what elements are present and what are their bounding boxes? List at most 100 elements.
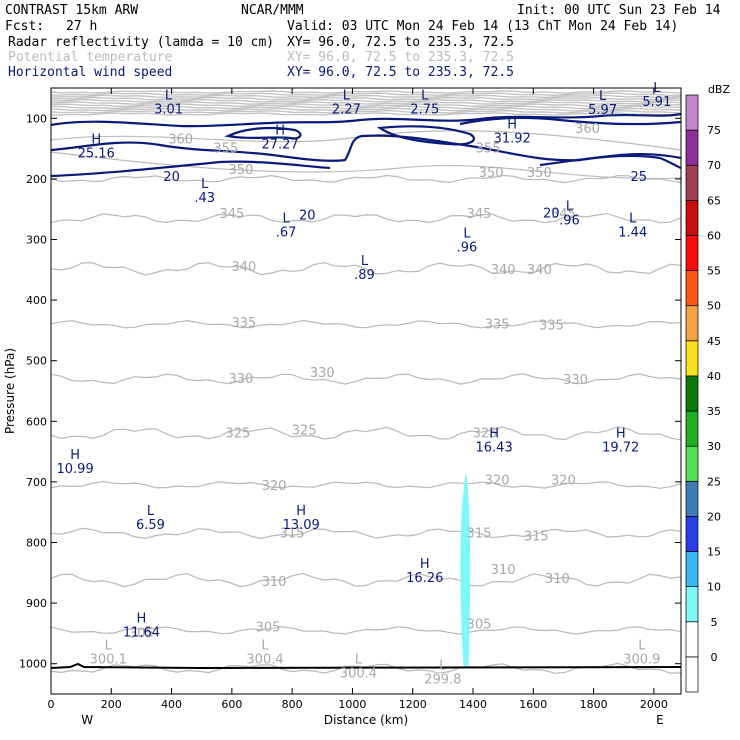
center-kind: H xyxy=(137,611,147,626)
center-kind: H xyxy=(91,133,101,148)
x-tick-label: 0 xyxy=(48,698,55,711)
colorbar-label: 75 xyxy=(707,124,721,137)
theta-band-line xyxy=(50,112,682,116)
colorbar-label: 10 xyxy=(707,581,721,594)
theta-label: 335 xyxy=(232,316,257,331)
y-tick-label: 700 xyxy=(26,476,47,489)
center-value: .43 xyxy=(194,191,215,206)
x-tick-label: 1000 xyxy=(338,698,366,711)
center-value: 10.99 xyxy=(57,462,94,477)
colorbar-box xyxy=(685,129,699,166)
echo-core xyxy=(460,473,471,669)
center-kind: L xyxy=(361,254,369,269)
theta-line xyxy=(50,373,682,385)
wind-speed-line xyxy=(376,125,476,146)
theta-label: 325 xyxy=(292,423,317,438)
center-value: 5.91 xyxy=(642,95,671,110)
contour-labels: 360 360 355 355 350 350 350 345 345 345 340 340 340 3… xyxy=(129,122,647,641)
theta-line xyxy=(50,319,682,329)
wind-speed-line xyxy=(459,116,682,126)
colorbar-label: 5 xyxy=(711,616,718,629)
center-kind: L xyxy=(638,639,646,654)
colorbar-box xyxy=(685,445,699,482)
wind-speed-line xyxy=(50,134,682,162)
center-value: 19.72 xyxy=(602,441,639,456)
wind-label: 20 xyxy=(299,208,316,223)
center-kind: H xyxy=(275,124,285,139)
center-kind: H xyxy=(507,117,517,132)
colorbar-label: 70 xyxy=(707,159,721,172)
x-tick-label: 200 xyxy=(101,698,122,711)
center-value: 300.4 xyxy=(340,667,377,682)
center-value: 5.97 xyxy=(588,103,617,118)
colorbar-label: 50 xyxy=(707,300,721,313)
center-kind: H xyxy=(296,504,306,519)
x-axis-label: Distance (km) xyxy=(324,713,408,727)
theta-band-line xyxy=(50,94,682,99)
upper-theta-band xyxy=(50,90,682,180)
theta-band-line xyxy=(50,92,682,97)
theta-label: 360 xyxy=(575,122,600,137)
wind-speed-line xyxy=(224,126,302,140)
valid-time: Valid: 03 UTC Mon 24 Feb 14 (13 ChT Mon … xyxy=(287,19,678,34)
hl-centers: L3.01H25.16H27.27L2.27L2.75H31.92L5.97L5… xyxy=(57,81,672,688)
colorbar-label: 30 xyxy=(707,440,721,453)
y-tick-label: 400 xyxy=(26,294,47,307)
center-kind: H xyxy=(489,427,499,442)
y-tick-label: 200 xyxy=(26,173,47,186)
center-value: 2.75 xyxy=(410,102,439,117)
theta-label: 335 xyxy=(485,317,510,332)
theta-line xyxy=(50,213,682,224)
colorbar-box xyxy=(685,656,699,693)
theta-label: 335 xyxy=(539,319,564,334)
center-kind: H xyxy=(616,427,626,442)
theta-line xyxy=(50,572,682,588)
colorbar-label: 15 xyxy=(707,546,721,559)
theta-line xyxy=(50,626,682,635)
colorbar-box xyxy=(685,375,699,412)
theta-label: 315 xyxy=(467,526,492,541)
theta-label: 305 xyxy=(129,626,154,641)
wind-contours xyxy=(50,112,682,178)
colorbar-label: 0 xyxy=(711,651,718,664)
colorbar-label: 25 xyxy=(707,475,721,488)
center-kind: L xyxy=(105,639,113,654)
terrain-surface xyxy=(50,662,682,670)
theta-label: 325 xyxy=(225,426,250,441)
theta-label: 345 xyxy=(219,207,244,222)
colorbar-label: 40 xyxy=(707,370,721,383)
theta-label: 350 xyxy=(527,166,552,181)
colorbar-box xyxy=(685,480,699,517)
east-label: E xyxy=(656,713,664,727)
theta-label: 310 xyxy=(491,563,516,578)
y-axis-label: Pressure (hPa) xyxy=(3,348,17,434)
center-kind: L xyxy=(653,81,661,96)
field-xy: XY= 96.0, 72.5 to 235.3, 72.5 xyxy=(287,65,514,80)
theta-line xyxy=(50,174,682,184)
colorbar-box xyxy=(685,235,699,271)
wind-label: 25 xyxy=(631,170,648,185)
theta-line xyxy=(50,426,682,441)
theta-band-line xyxy=(51,105,682,110)
colorbar-label: 55 xyxy=(707,265,721,278)
theta-band-line xyxy=(50,107,682,112)
theta-label: 310 xyxy=(262,575,287,590)
center-value: 31.92 xyxy=(494,131,531,146)
colorbar-box xyxy=(685,270,699,307)
center-value: 6.59 xyxy=(136,518,165,533)
fcst-value: 27 h xyxy=(66,19,97,34)
theta-label: 330 xyxy=(228,372,253,387)
center-value: .67 xyxy=(276,225,297,240)
center-value: 1.44 xyxy=(618,225,647,240)
wind-speed-line xyxy=(50,112,682,128)
colorbar-box xyxy=(685,94,699,131)
x-tick-label: 1600 xyxy=(519,698,547,711)
center-kind: L xyxy=(463,227,471,242)
field-xy: XY= 96.0, 72.5 to 235.3, 72.5 xyxy=(287,50,514,65)
center-value: 11.64 xyxy=(123,625,160,640)
theta-label: 340 xyxy=(527,263,552,278)
colorbar-box xyxy=(685,340,699,377)
center-kind: L xyxy=(421,88,429,103)
colorbar-box xyxy=(685,516,699,552)
